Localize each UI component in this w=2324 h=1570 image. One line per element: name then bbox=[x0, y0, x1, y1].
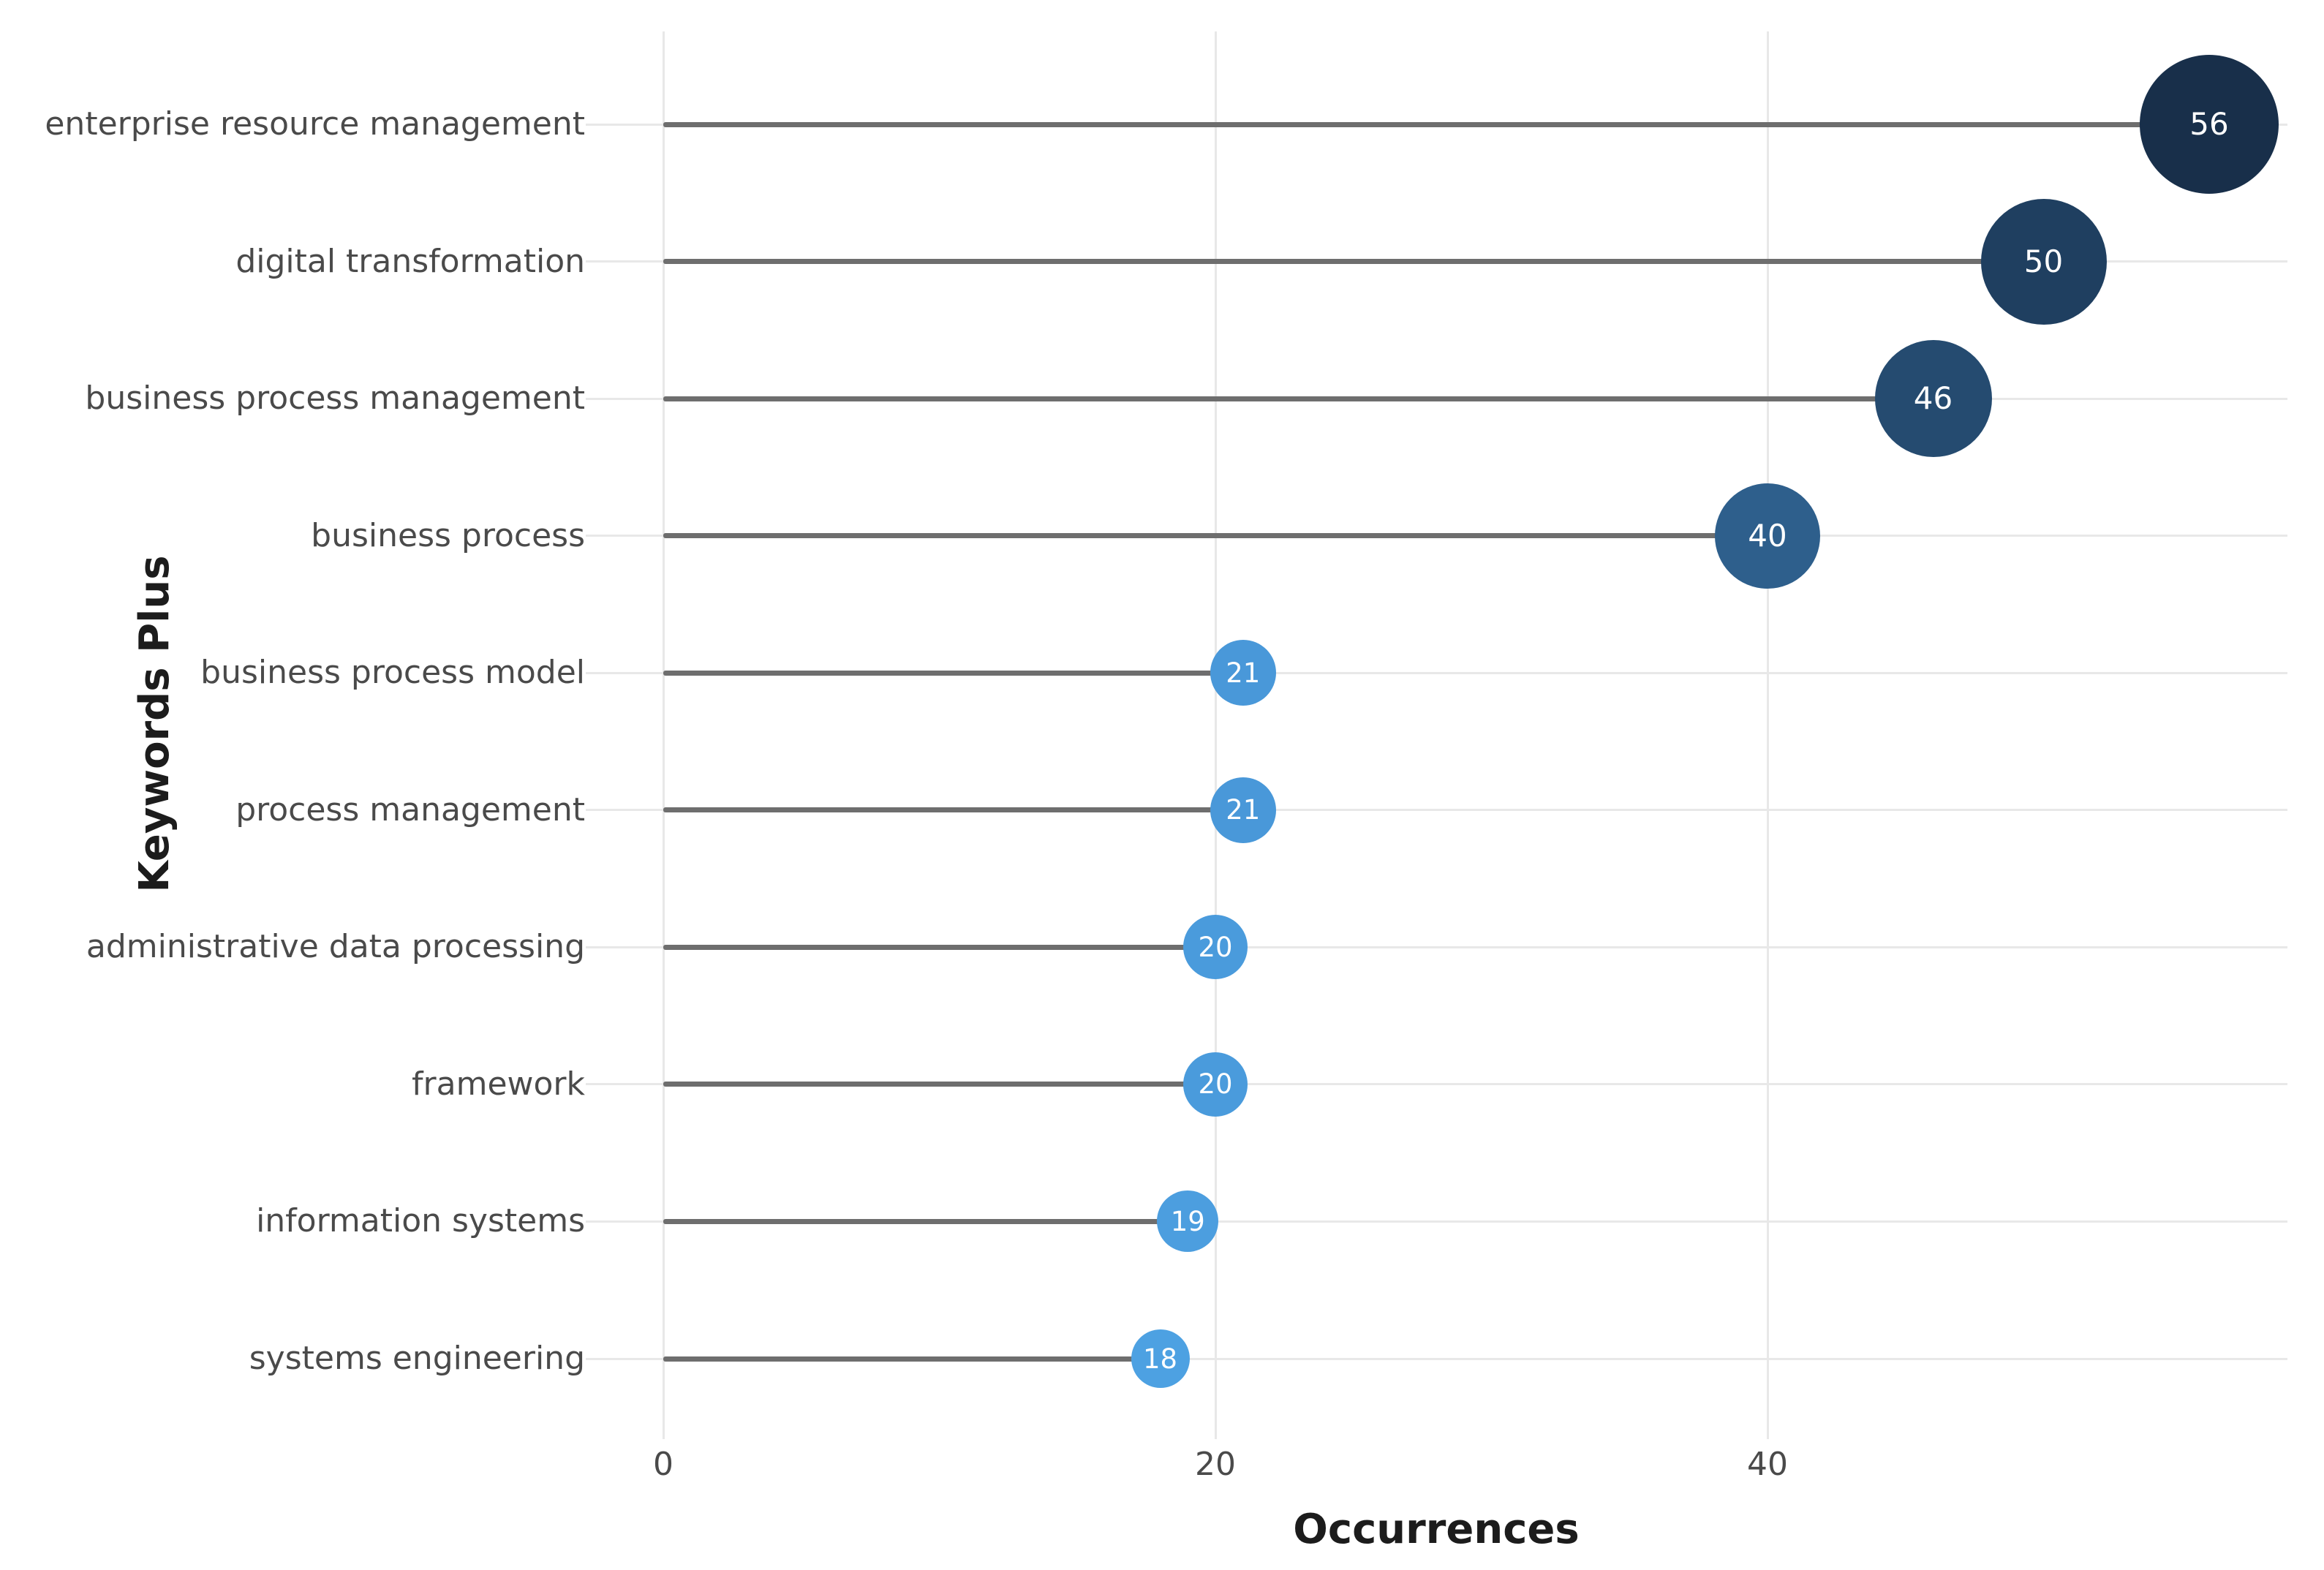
data-point-value: 21 bbox=[1226, 794, 1261, 826]
x-axis-title: Occurrences bbox=[1293, 1506, 1580, 1553]
data-point-bubble[interactable]: 46 bbox=[1874, 340, 1992, 458]
y-gridline bbox=[586, 671, 2287, 674]
category-label: administrative data processing bbox=[86, 928, 585, 966]
lollipop-stem bbox=[663, 1218, 1188, 1224]
y-gridline bbox=[586, 1357, 2287, 1360]
x-gridline bbox=[1214, 31, 1217, 1439]
data-point-value: 20 bbox=[1198, 931, 1233, 963]
x-gridline bbox=[1766, 31, 1769, 1439]
data-point-value: 18 bbox=[1142, 1343, 1178, 1375]
data-point-value: 19 bbox=[1170, 1205, 1205, 1237]
y-gridline bbox=[586, 1083, 2287, 1086]
lollipop-stem bbox=[663, 1082, 1215, 1087]
data-point-bubble[interactable]: 50 bbox=[1980, 198, 2107, 325]
y-gridline bbox=[586, 1220, 2287, 1223]
x-tick-label: 20 bbox=[1195, 1446, 1236, 1483]
data-point-value: 20 bbox=[1198, 1068, 1233, 1101]
data-point-value: 46 bbox=[1913, 380, 1953, 417]
y-gridline bbox=[586, 946, 2287, 948]
category-label: information systems bbox=[256, 1202, 585, 1240]
data-point-bubble[interactable]: 21 bbox=[1210, 777, 1276, 843]
category-label: business process bbox=[311, 516, 585, 554]
data-point-bubble[interactable]: 20 bbox=[1183, 1052, 1248, 1117]
lollipop-stem bbox=[663, 807, 1243, 813]
category-label: business process management bbox=[85, 380, 585, 418]
category-label: business process model bbox=[200, 654, 585, 692]
data-point-bubble[interactable]: 40 bbox=[1715, 483, 1820, 589]
y-gridline bbox=[586, 809, 2287, 812]
data-point-bubble[interactable]: 18 bbox=[1131, 1329, 1190, 1389]
category-label: enterprise resource management bbox=[45, 105, 585, 143]
data-point-value: 50 bbox=[2023, 243, 2064, 279]
lollipop-stem bbox=[663, 396, 1933, 401]
x-gridline bbox=[662, 31, 665, 1439]
data-point-value: 40 bbox=[1748, 517, 1787, 554]
data-point-bubble[interactable]: 19 bbox=[1157, 1190, 1219, 1253]
category-label: systems engineering bbox=[249, 1340, 585, 1378]
lollipop-stem bbox=[663, 944, 1215, 950]
lollipop-stem bbox=[663, 670, 1243, 676]
data-point-bubble[interactable]: 56 bbox=[2140, 55, 2279, 194]
lollipop-stem bbox=[663, 259, 2044, 265]
data-point-bubble[interactable]: 21 bbox=[1210, 640, 1276, 706]
lollipop-stem bbox=[663, 1356, 1161, 1362]
data-point-bubble[interactable]: 20 bbox=[1183, 915, 1248, 980]
lollipop-stem bbox=[663, 121, 2209, 127]
data-point-value: 21 bbox=[1226, 657, 1261, 689]
data-point-value: 56 bbox=[2189, 106, 2229, 142]
y-axis-title: Keywords Plus bbox=[131, 555, 178, 893]
category-label: framework bbox=[412, 1065, 585, 1103]
x-tick-label: 0 bbox=[653, 1446, 674, 1483]
category-label: process management bbox=[235, 790, 585, 829]
x-tick-label: 40 bbox=[1747, 1446, 1788, 1483]
lollipop-stem bbox=[663, 533, 1767, 539]
category-label: digital transformation bbox=[235, 242, 585, 280]
